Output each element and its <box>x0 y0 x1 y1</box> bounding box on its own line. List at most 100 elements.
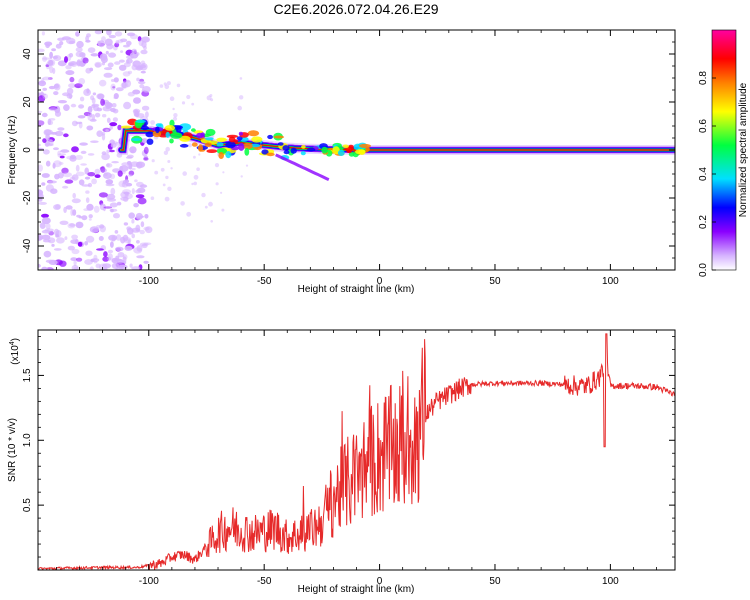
ridge-blob <box>348 144 354 149</box>
noise-blob <box>150 196 155 200</box>
noise-blob <box>43 149 50 155</box>
ridge-blob <box>216 137 228 142</box>
noise-blob <box>180 201 185 206</box>
noise-blob <box>55 43 62 49</box>
noise-blob <box>116 259 124 264</box>
noise-blob <box>245 164 249 167</box>
noise-blob <box>85 250 93 256</box>
noise-blob <box>170 167 173 170</box>
snr-ylabel: SNR (10 * v/v) <box>7 418 18 482</box>
noise-blob <box>54 110 62 117</box>
noise-blob <box>160 167 165 172</box>
spectrogram-ylabel: Frequency (Hz) <box>7 116 18 185</box>
noise-blob <box>109 173 116 180</box>
x-tick-label: -100 <box>139 276 159 287</box>
noise-blob <box>52 162 56 169</box>
noise-blob <box>41 234 51 240</box>
noise-blob <box>143 226 150 231</box>
noise-blob <box>120 196 129 201</box>
noise-blob <box>140 70 146 74</box>
noise-blob <box>169 96 175 101</box>
noise-blob <box>38 80 47 87</box>
x-tick-label: 50 <box>489 276 501 287</box>
colorbar-label: Normalized spectral amplitude <box>738 82 749 217</box>
noise-blob <box>53 248 62 251</box>
noise-blob <box>172 116 178 121</box>
noise-blob <box>42 56 47 62</box>
noise-blob <box>92 92 97 96</box>
noise-blob <box>151 159 155 163</box>
noise-blob <box>186 211 192 217</box>
noise-blob <box>129 146 137 154</box>
ridge-blob <box>218 152 224 159</box>
ridge-blob <box>332 146 340 155</box>
noise-blob <box>128 170 135 176</box>
colorbar-tick-label: 0.6 <box>698 119 709 133</box>
noise-blob <box>220 191 223 194</box>
noise-blob <box>65 205 73 210</box>
noise-blob <box>61 36 71 40</box>
noise-blob <box>69 223 76 227</box>
noise-blob <box>42 138 47 144</box>
noise-blob <box>38 110 43 114</box>
noise-blob <box>91 114 96 121</box>
noise-blob <box>74 238 79 245</box>
noise-blob <box>116 234 122 241</box>
noise-blob <box>209 94 213 97</box>
noise-blob <box>53 147 59 151</box>
noise-blob <box>100 168 107 173</box>
noise-blob <box>105 179 114 185</box>
noise-blob <box>124 245 133 251</box>
noise-blob <box>131 266 141 270</box>
noise-blob <box>114 61 121 65</box>
noise-blob <box>99 225 107 233</box>
noise-blob <box>75 155 83 160</box>
noise-blob <box>102 263 112 269</box>
noise-blob <box>62 172 72 178</box>
snr-line <box>38 333 675 570</box>
noise-blob <box>115 246 124 252</box>
ridge-blob <box>346 149 353 154</box>
noise-blob <box>38 48 45 53</box>
x-tick-label: 0 <box>377 576 383 587</box>
noise-blob <box>101 133 106 141</box>
ridge-blob <box>200 132 205 138</box>
noise-blob <box>53 91 59 96</box>
noise-blob <box>90 140 99 143</box>
noise-blob <box>108 52 117 58</box>
noise-blob <box>88 214 93 219</box>
noise-blob <box>78 121 83 129</box>
colorbar-tick-label: 0.2 <box>698 215 709 229</box>
noise-blob <box>44 228 54 232</box>
noise-blob <box>110 187 116 195</box>
noise-blob <box>164 84 170 90</box>
noise-blob <box>62 185 69 189</box>
noise-blob <box>84 259 93 265</box>
noise-blob <box>96 130 103 137</box>
snr-panel: -100 -50 0 50 100 0.5 1.0 1.5 Height of straigh… <box>7 329 676 595</box>
noise-blob <box>39 222 46 229</box>
ridge-blob <box>359 143 371 148</box>
noise-blob <box>186 94 191 100</box>
noise-blob <box>108 34 116 39</box>
noise-blob <box>142 86 151 93</box>
ridge-blob <box>135 119 147 123</box>
noise-blob <box>57 127 65 131</box>
noise-blob <box>117 252 125 258</box>
noise-blob <box>112 86 116 89</box>
noise-blob <box>64 179 74 184</box>
noise-blob <box>85 67 92 74</box>
spectrogram-heatmap <box>38 30 675 270</box>
noise-blob <box>100 55 108 64</box>
noise-blob <box>70 103 77 108</box>
noise-blob <box>166 81 171 86</box>
noise-blob <box>136 245 143 252</box>
ridge-blob <box>205 128 216 136</box>
noise-blob <box>150 120 156 125</box>
ridge-blob <box>300 151 306 156</box>
noise-blob <box>103 267 108 270</box>
noise-blob <box>105 163 113 168</box>
noise-blob <box>105 50 109 55</box>
snr-xlabel: Height of straight line (km) <box>298 584 415 595</box>
noise-blob <box>94 168 101 175</box>
